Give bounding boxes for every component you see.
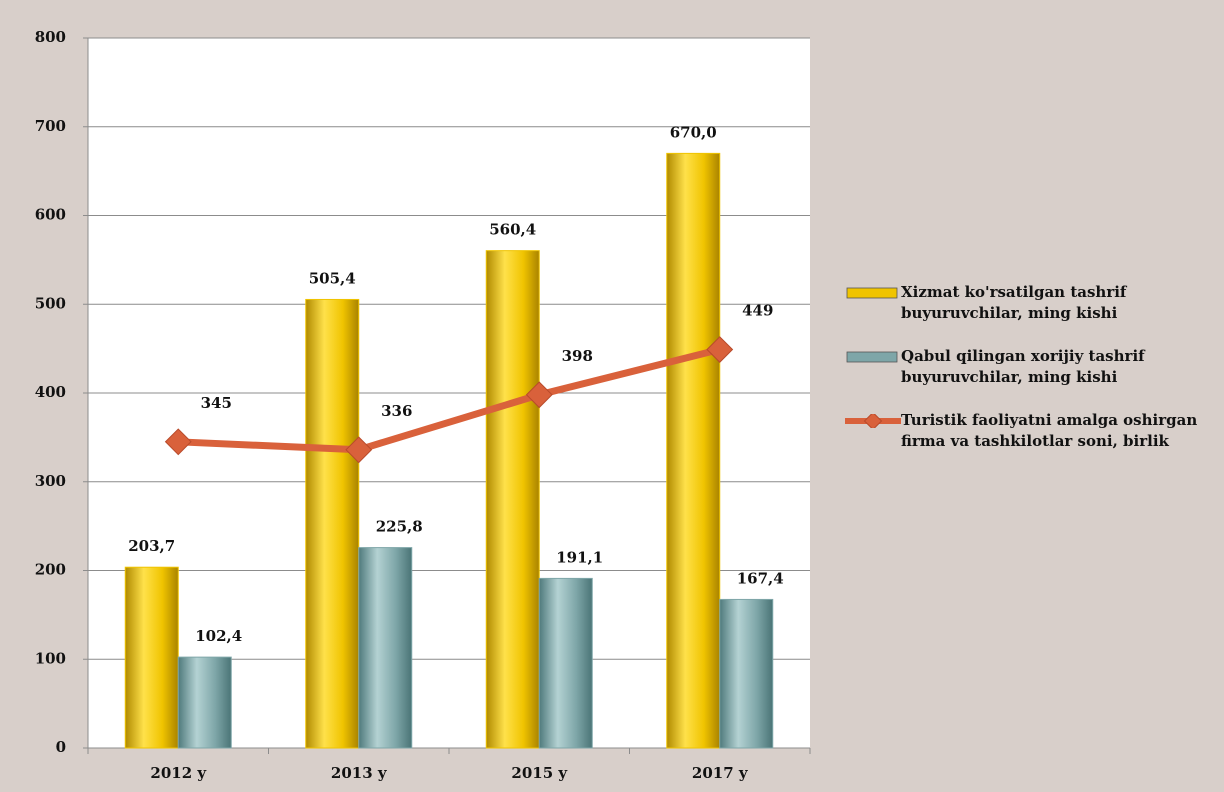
legend-label: Xizmat ko'rsatilgan tashrif buyuruvchila… — [901, 283, 1127, 322]
x-tick-label: 2017 y — [692, 764, 749, 782]
bar — [719, 598, 774, 749]
value-label: 560,4 — [489, 221, 536, 239]
y-tick-label: 800 — [35, 28, 66, 46]
legend-key — [845, 414, 901, 428]
line-marker — [706, 336, 734, 363]
x-tick-label: 2012 y — [150, 764, 207, 782]
bar — [358, 547, 413, 749]
value-label: 398 — [562, 347, 593, 365]
y-tick-label: 600 — [35, 206, 66, 224]
bar — [485, 250, 540, 749]
value-label: 670,0 — [670, 123, 717, 141]
legend-key — [846, 351, 898, 363]
legend: Xizmat ko'rsatilgan tashrif buyuruvchila… — [845, 282, 1215, 474]
value-label: 336 — [381, 402, 412, 420]
value-label: 167,4 — [737, 569, 784, 587]
y-tick-label: 200 — [35, 561, 66, 579]
value-label: 345 — [201, 394, 232, 412]
y-tick-label: 500 — [35, 294, 66, 312]
line-marker — [164, 428, 192, 456]
line-marker — [345, 436, 373, 464]
value-label: 505,4 — [309, 269, 356, 287]
legend-label: Turistik faoliyatni amalga oshirgan firm… — [901, 411, 1198, 450]
line — [178, 346, 721, 454]
y-tick-label: 700 — [35, 117, 66, 135]
y-tick-label: 100 — [35, 649, 66, 667]
y-tick-label: 300 — [35, 472, 66, 490]
bar — [124, 566, 179, 749]
value-label: 203,7 — [128, 537, 175, 555]
y-tick-label: 400 — [35, 383, 66, 401]
bar — [305, 298, 360, 749]
legend-item: Qabul qilingan xorijiy tashrif buyuruvch… — [845, 346, 1215, 388]
legend-label: Qabul qilingan xorijiy tashrif buyuruvch… — [901, 347, 1145, 386]
legend-item: Xizmat ko'rsatilgan tashrif buyuruvchila… — [845, 282, 1215, 324]
x-tick-label: 2013 y — [331, 764, 388, 782]
legend-item: Turistik faoliyatni amalga oshirgan firm… — [845, 410, 1215, 452]
bar — [538, 577, 593, 749]
bar — [666, 152, 721, 749]
value-label: 191,1 — [556, 548, 603, 566]
value-label: 449 — [742, 302, 773, 320]
y-tick-label: 0 — [56, 738, 66, 756]
x-tick-label: 2015 y — [511, 764, 568, 782]
legend-key — [846, 287, 898, 299]
value-label: 102,4 — [195, 627, 242, 645]
line-marker — [525, 381, 553, 409]
value-label: 225,8 — [376, 518, 423, 536]
bar — [177, 656, 232, 749]
